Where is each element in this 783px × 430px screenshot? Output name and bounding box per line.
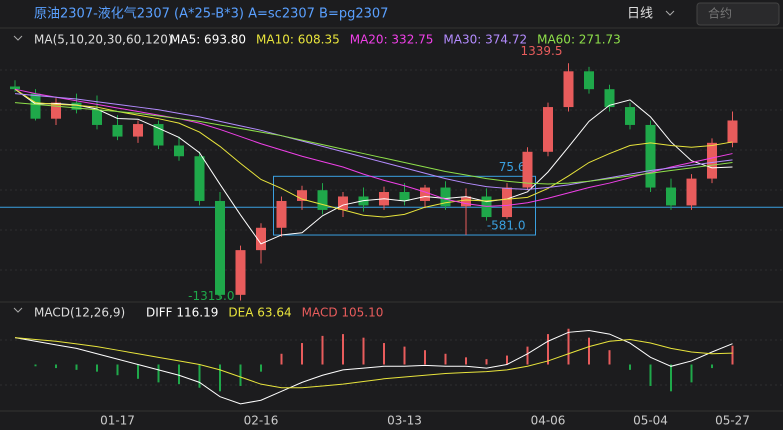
candle-body [112, 124, 123, 137]
candle-body [666, 187, 676, 206]
range-bottom-label: -581.0 [487, 219, 526, 233]
search-box[interactable] [696, 2, 780, 26]
candle-body [727, 120, 738, 143]
legend-entry: MA60: 271.73 [537, 33, 621, 47]
candle-body [461, 196, 471, 207]
collapse-arrow[interactable] [13, 307, 23, 313]
candle-body [604, 89, 615, 108]
candle-body [563, 71, 574, 108]
ma-line [14, 88, 733, 218]
legend-entry: MACD 105.10 [302, 306, 384, 320]
x-tick-label: 05-04 [633, 414, 668, 428]
legend-entry: DIFF 116.19 [146, 306, 218, 320]
collapse-arrow[interactable] [13, 35, 23, 41]
candle-body [194, 156, 205, 201]
x-tick-label: 01-17 [100, 414, 135, 428]
candle-body [92, 109, 102, 125]
candle-body [235, 250, 246, 295]
candle-body [71, 102, 82, 110]
ma-line [14, 93, 733, 190]
candle-body [317, 190, 328, 210]
dropdown-arrow [665, 10, 675, 16]
x-tick-label: 05-27 [715, 414, 750, 428]
candle-body [51, 102, 61, 119]
ma-line [14, 102, 733, 185]
legend-entry: MA20: 332.75 [350, 33, 434, 47]
range-top-label: 75.6 [499, 160, 526, 174]
candle-body [256, 227, 266, 251]
candle-body [276, 200, 287, 228]
candle-body [133, 124, 143, 137]
x-tick-label: 03-13 [387, 414, 422, 428]
legend-entry: MA30: 374.72 [443, 33, 527, 47]
candle-body [30, 93, 41, 119]
candle-body [215, 200, 225, 295]
candle-body [686, 178, 697, 206]
low-label: -1313.0 [188, 289, 234, 303]
indicator-name: MACD(12,26,9) [34, 306, 125, 320]
ma-line [14, 88, 733, 245]
range-box [273, 175, 536, 236]
candle-body [625, 107, 635, 125]
candle-body [297, 190, 307, 201]
high-label: 1339.5 [521, 44, 563, 58]
candle-body [420, 187, 430, 201]
candle-body [440, 187, 451, 207]
candle-body [153, 124, 164, 146]
candle-body [502, 187, 512, 218]
macd-line [14, 337, 733, 389]
search-placeholder: 合约 [708, 6, 732, 21]
candle-body [543, 107, 553, 152]
legend-entry: MA10: 608.35 [256, 33, 340, 47]
candle-body [10, 86, 20, 90]
x-tick-label: 04-06 [531, 414, 566, 428]
indicator-name: MA(5,10,20,30,60,120) [34, 33, 173, 47]
candle-body [645, 124, 656, 188]
candle-body [707, 142, 717, 179]
x-tick-label: 02-16 [244, 414, 279, 428]
macd-line [14, 330, 733, 405]
candle-body [584, 71, 594, 90]
ma-line [14, 88, 733, 207]
legend-entry: MA5: 693.80 [170, 33, 246, 47]
candle-body [174, 145, 184, 157]
period-select[interactable]: 日线 [627, 7, 653, 22]
contract-title[interactable]: 原油2307-液化气2307 (A*25-B*3) A=sc2307 B=pg2… [34, 6, 388, 22]
candle-body [522, 151, 533, 188]
legend-entry: DEA 63.64 [228, 306, 291, 320]
candle-body [338, 196, 348, 210]
candle-body [399, 192, 410, 201]
